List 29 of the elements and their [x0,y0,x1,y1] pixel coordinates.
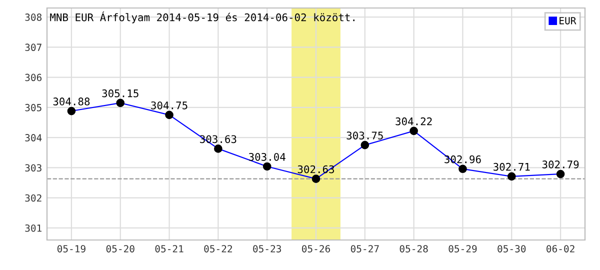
x-tick-label: 05-28 [400,245,428,252]
x-tick-label: 06-02 [546,245,574,252]
data-label: 302.79 [542,160,579,168]
y-tick-label: 308 [25,14,42,21]
data-label: 304.22 [396,117,432,126]
x-tick-label: 05-27 [350,245,379,252]
data-label: 303.75 [346,132,383,140]
x-tick-label: 05-29 [448,245,477,252]
data-label: 304.88 [53,98,90,106]
x-tick-label: 05-21 [155,245,184,252]
data-label: 304.75 [151,101,188,110]
y-tick-label: 305 [25,104,42,112]
y-tick-label: 303 [25,164,42,172]
y-tick-label: 306 [25,74,42,82]
data-label: 302.71 [494,162,530,171]
x-tick-label: 05-19 [57,245,86,252]
x-tick-label: 05-20 [106,245,134,252]
data-label: 305.15 [102,89,138,98]
y-tick-label: 307 [25,44,42,52]
y-tick-label: 301 [25,224,42,232]
x-tick-label: 05-26 [302,245,330,252]
x-tick-label: 05-23 [253,245,281,252]
x-tick-label: 05-30 [498,245,526,252]
y-tick-label: 304 [25,134,42,142]
data-label: 303.04 [248,152,286,161]
legend-label: EUR [560,17,576,24]
chart-title: MNB EUR Árfolyam 2014-05-19 és 2014-06-02 között. [50,11,354,24]
x-tick-label: 05-22 [204,245,232,252]
y-tick-label: 302 [25,194,42,202]
